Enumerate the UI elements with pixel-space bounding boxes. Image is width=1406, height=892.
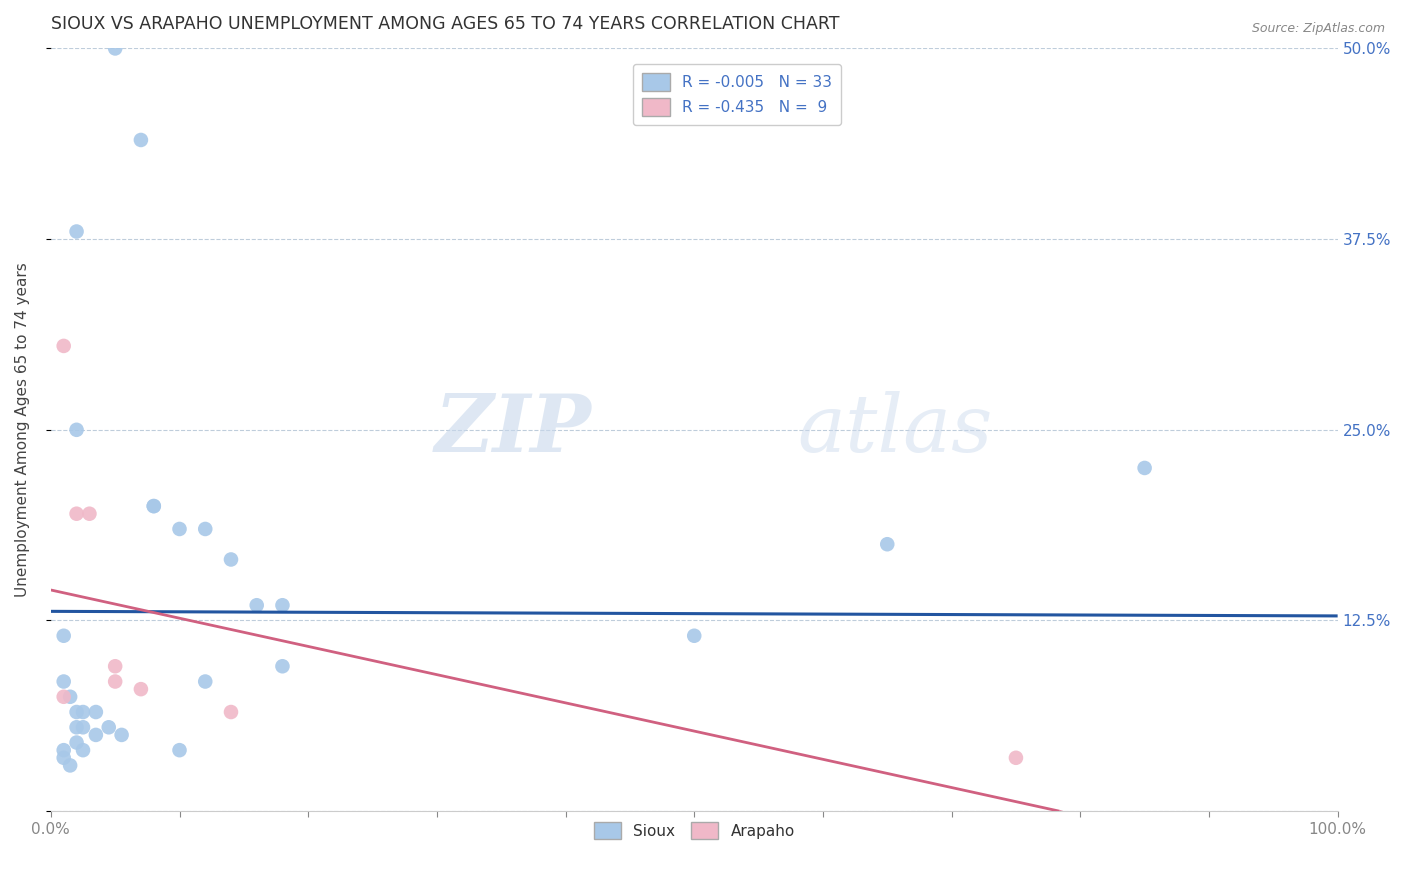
Point: [65, 735, 87, 749]
Point: [104, 41, 127, 55]
Point: [65, 705, 87, 719]
Point: [219, 705, 242, 719]
Point: [72, 720, 94, 734]
Point: [104, 674, 127, 689]
Point: [129, 682, 152, 697]
Point: [169, 522, 191, 536]
Point: [59, 758, 82, 772]
Text: atlas: atlas: [797, 391, 993, 468]
Legend: Sioux, Arapaho: Sioux, Arapaho: [588, 815, 801, 846]
Point: [104, 659, 127, 673]
Point: [142, 499, 165, 513]
Point: [142, 499, 165, 513]
Point: [72, 705, 94, 719]
Point: [52, 339, 75, 353]
Point: [194, 674, 217, 689]
Point: [194, 522, 217, 536]
Point: [84, 705, 107, 719]
Point: [219, 552, 242, 566]
Point: [271, 659, 294, 673]
Point: [52, 674, 75, 689]
Point: [52, 629, 75, 643]
Point: [52, 743, 75, 757]
Point: [169, 743, 191, 757]
Point: [110, 728, 132, 742]
Text: Source: ZipAtlas.com: Source: ZipAtlas.com: [1251, 22, 1385, 36]
Point: [1005, 751, 1028, 765]
Point: [52, 690, 75, 704]
Point: [683, 629, 706, 643]
Point: [65, 507, 87, 521]
Point: [52, 751, 75, 765]
Y-axis label: Unemployment Among Ages 65 to 74 years: Unemployment Among Ages 65 to 74 years: [15, 262, 30, 597]
Text: ZIP: ZIP: [434, 391, 592, 468]
Point: [876, 537, 898, 551]
Point: [65, 720, 87, 734]
Point: [72, 743, 94, 757]
Point: [59, 690, 82, 704]
Point: [129, 133, 152, 147]
Point: [79, 507, 101, 521]
Point: [65, 225, 87, 239]
Point: [1133, 461, 1156, 475]
Point: [271, 599, 294, 613]
Point: [84, 728, 107, 742]
Point: [65, 423, 87, 437]
Point: [246, 599, 269, 613]
Text: SIOUX VS ARAPAHO UNEMPLOYMENT AMONG AGES 65 TO 74 YEARS CORRELATION CHART: SIOUX VS ARAPAHO UNEMPLOYMENT AMONG AGES…: [51, 15, 839, 33]
Point: [97, 720, 120, 734]
